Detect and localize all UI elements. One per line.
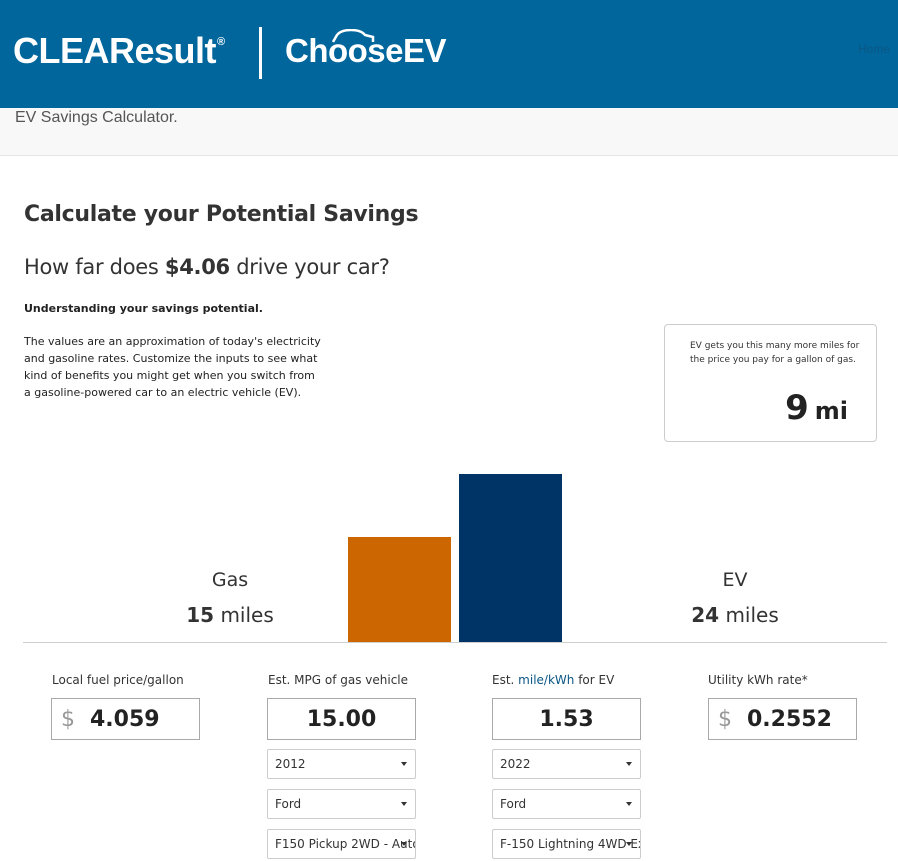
chevron-down-icon xyxy=(401,762,407,766)
question-amount: $4.06 xyxy=(164,255,230,279)
chevron-down-icon xyxy=(626,842,632,846)
fuel-price-field: $ xyxy=(51,698,200,740)
ev-legend-miles: 24 miles xyxy=(655,603,815,627)
ev-year-select[interactable]: 2022 xyxy=(492,749,641,779)
savings-result-card: EV gets you this many more miles for the… xyxy=(664,324,877,442)
result-number: 9 xyxy=(785,388,809,428)
understanding-heading: Understanding your savings potential. xyxy=(24,302,263,315)
fuel-price-input[interactable] xyxy=(52,699,199,739)
gas-make-value: Ford xyxy=(275,797,302,811)
gas-legend-label: Gas xyxy=(211,569,249,591)
ev-model-select[interactable]: F-150 Lightning 4WD Ext xyxy=(492,829,641,859)
chevron-down-icon xyxy=(626,802,632,806)
result-unit: mi xyxy=(814,397,848,425)
chevron-down-icon xyxy=(401,842,407,846)
mpg-label: Est. MPG of gas vehicle xyxy=(268,673,409,687)
chevron-down-icon xyxy=(401,802,407,806)
clearesult-logo-text: CLEAResult xyxy=(13,30,217,71)
ev-efficiency-input[interactable] xyxy=(493,699,640,739)
page-subheader: EV Savings Calculator. xyxy=(0,108,898,156)
ev-make-select[interactable]: Ford xyxy=(492,789,641,819)
gas-miles-unit: miles xyxy=(220,603,274,627)
mpg-field xyxy=(267,698,416,740)
kwh-rate-input[interactable] xyxy=(709,699,856,739)
ev-make-value: Ford xyxy=(500,797,527,811)
gas-legend-miles: 15 miles xyxy=(150,603,310,627)
calculator-title: Calculate your Potential Savings xyxy=(24,202,419,227)
gas-make-select[interactable]: Ford xyxy=(267,789,416,819)
ev-year-value: 2022 xyxy=(500,757,531,771)
question-heading: How far does $4.06 drive your car? xyxy=(24,255,390,279)
ev-efficiency-label-suffix: for EV xyxy=(574,673,615,687)
chart-baseline xyxy=(23,642,887,643)
ev-efficiency-label-prefix: Est. xyxy=(492,673,519,687)
page-breadcrumb-title: EV Savings Calculator. xyxy=(15,109,178,126)
chart-bar-gas xyxy=(348,537,451,642)
kwh-rate-label: Utility kWh rate* xyxy=(708,673,808,687)
registered-mark: ® xyxy=(217,36,225,48)
logo-divider xyxy=(259,27,262,79)
ev-miles-unit: miles xyxy=(725,603,779,627)
result-caption: EV gets you this many more miles for the… xyxy=(690,341,860,365)
chevron-down-icon xyxy=(626,762,632,766)
ev-miles-value: 24 xyxy=(691,603,720,627)
kwh-rate-field: $ xyxy=(708,698,857,740)
gas-model-select[interactable]: F150 Pickup 2WD - Auto xyxy=(267,829,416,859)
site-header: CLEAResult® ChooseEV Home xyxy=(0,0,898,108)
mpg-input[interactable] xyxy=(268,699,415,739)
ev-efficiency-label: Est. mile/kWh for EV xyxy=(492,673,614,687)
fuel-price-label: Local fuel price/gallon xyxy=(52,673,184,687)
gas-miles-value: 15 xyxy=(186,603,215,627)
chooseev-logo[interactable]: ChooseEV xyxy=(285,32,447,69)
ev-efficiency-field xyxy=(492,698,641,740)
gas-year-value: 2012 xyxy=(275,757,306,771)
car-icon xyxy=(331,29,375,43)
question-suffix: drive your car? xyxy=(229,255,390,279)
gas-year-select[interactable]: 2012 xyxy=(267,749,416,779)
ev-efficiency-label-link[interactable]: mile/kWh xyxy=(518,673,575,687)
ev-legend-label: EV xyxy=(722,569,748,591)
chart-bar-ev xyxy=(459,474,562,642)
clearesult-logo[interactable]: CLEAResult® xyxy=(13,30,225,72)
result-value: 9 mi xyxy=(785,388,848,428)
ev-model-value: F-150 Lightning 4WD Ext xyxy=(500,837,641,851)
gas-model-value: F150 Pickup 2WD - Auto xyxy=(275,837,416,851)
description-text: The values are an approximation of today… xyxy=(24,335,321,399)
nav-home-link[interactable]: Home xyxy=(857,42,890,56)
question-prefix: How far does xyxy=(24,255,165,279)
